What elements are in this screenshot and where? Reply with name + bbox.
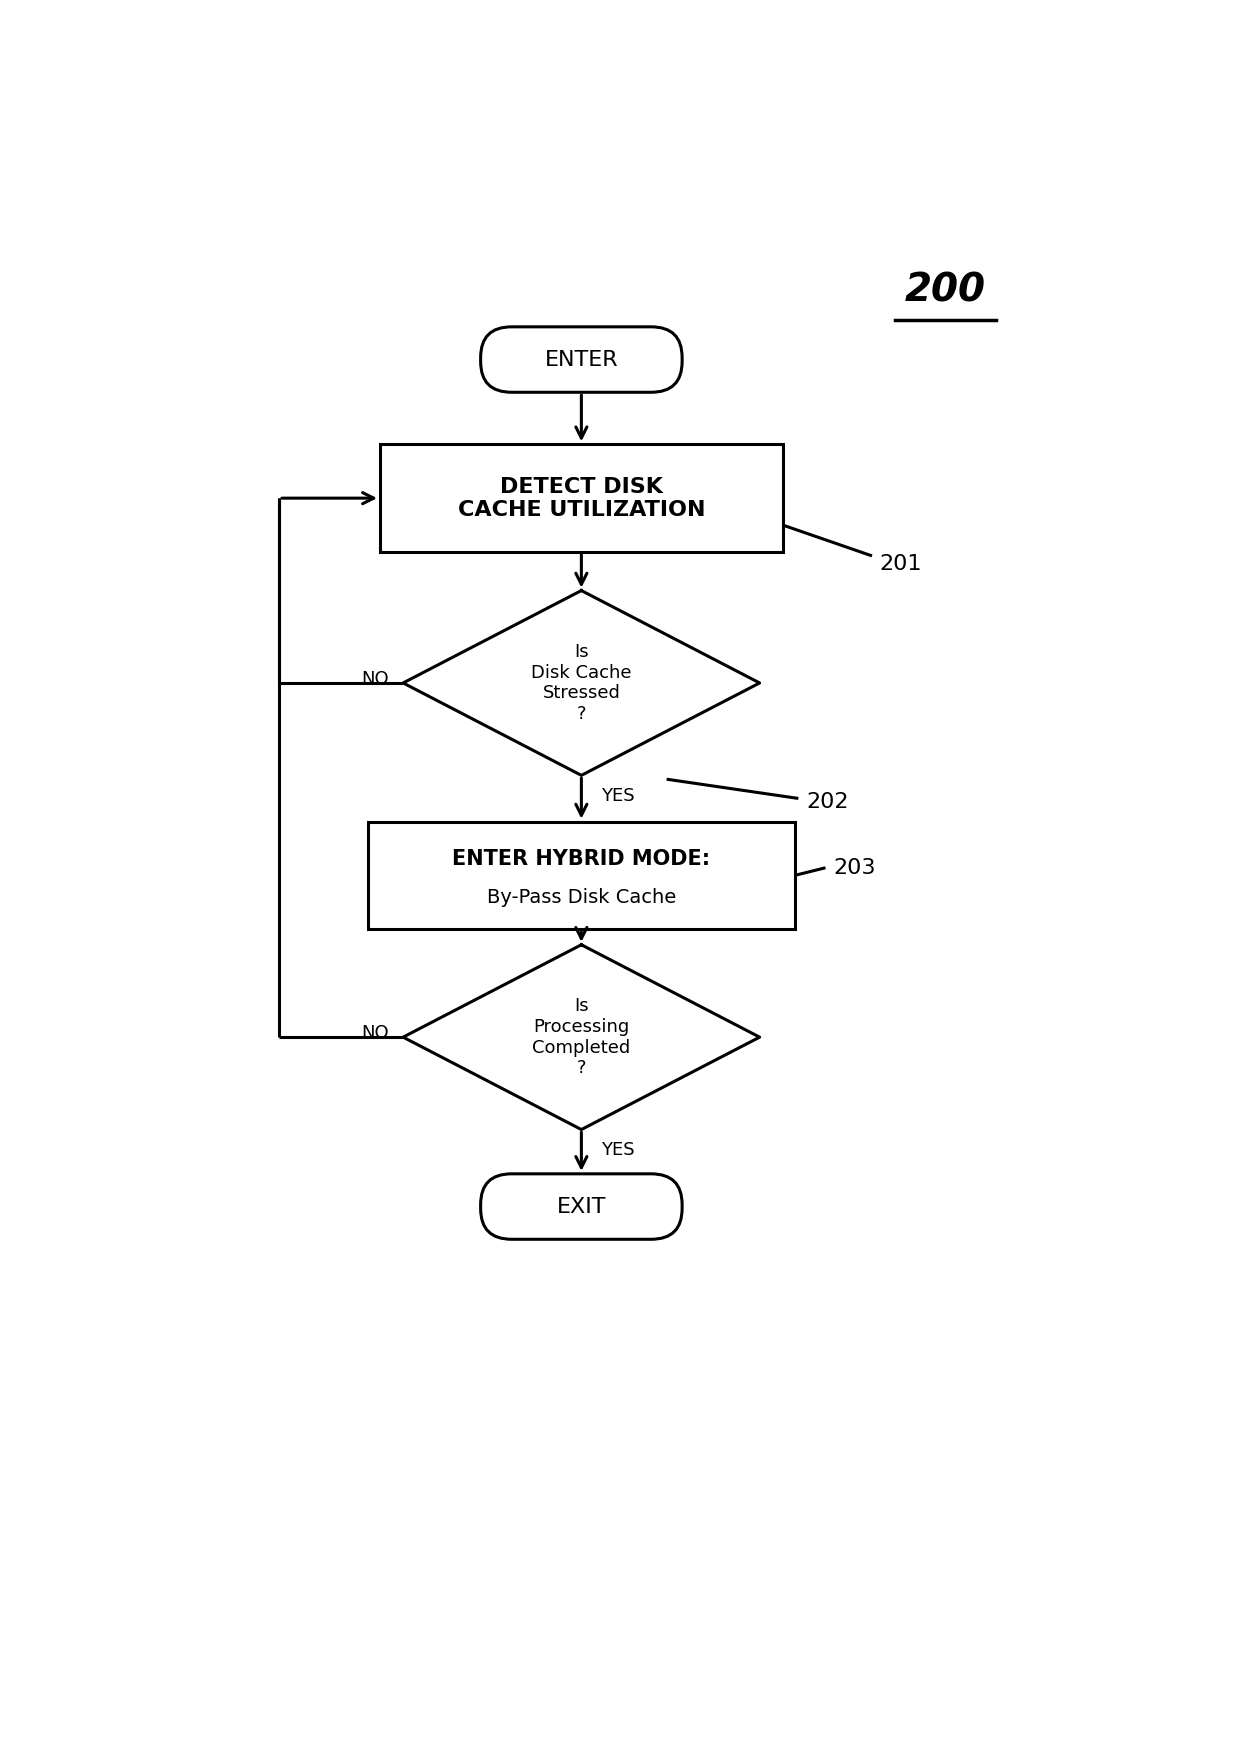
FancyBboxPatch shape — [480, 326, 683, 393]
FancyBboxPatch shape — [480, 1174, 683, 1239]
Text: NO: NO — [361, 670, 390, 688]
Text: 200: 200 — [905, 270, 987, 309]
Polygon shape — [403, 590, 759, 775]
Text: YES: YES — [601, 787, 634, 804]
Text: Is
Disk Cache
Stressed
?: Is Disk Cache Stressed ? — [531, 642, 632, 722]
Text: YES: YES — [601, 1141, 634, 1159]
Text: DETECT DISK
CACHE UTILIZATION: DETECT DISK CACHE UTILIZATION — [458, 476, 705, 520]
Text: ENTER HYBRID MODE:: ENTER HYBRID MODE: — [452, 848, 710, 869]
Text: 202: 202 — [807, 792, 849, 813]
Text: ENTER: ENTER — [545, 349, 618, 370]
Text: Is
Processing
Completed
?: Is Processing Completed ? — [532, 996, 630, 1077]
Polygon shape — [403, 944, 759, 1129]
Text: EXIT: EXIT — [557, 1197, 606, 1216]
Text: NO: NO — [361, 1024, 390, 1042]
Text: By-Pass Disk Cache: By-Pass Disk Cache — [486, 888, 676, 906]
Bar — [380, 445, 783, 551]
Text: 201: 201 — [880, 553, 922, 574]
Text: 203: 203 — [833, 859, 876, 878]
Bar — [369, 822, 794, 930]
